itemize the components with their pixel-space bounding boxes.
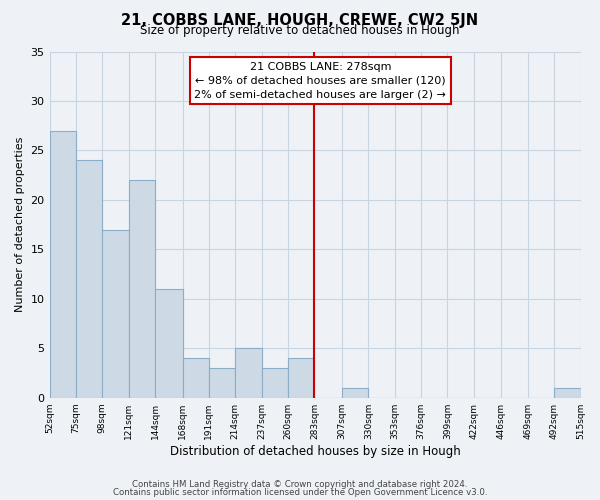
Bar [50,130,76,398]
Text: Contains HM Land Registry data © Crown copyright and database right 2024.: Contains HM Land Registry data © Crown c… [132,480,468,489]
Text: Size of property relative to detached houses in Hough: Size of property relative to detached ho… [140,24,460,37]
Bar [182,358,209,398]
Bar [102,230,128,398]
X-axis label: Distribution of detached houses by size in Hough: Distribution of detached houses by size … [170,444,460,458]
Bar [209,368,235,398]
Bar [235,348,262,398]
Bar [262,368,288,398]
Y-axis label: Number of detached properties: Number of detached properties [15,137,25,312]
Bar [128,180,155,398]
Bar [342,388,368,398]
Bar [288,358,314,398]
Text: 21 COBBS LANE: 278sqm
← 98% of detached houses are smaller (120)
2% of semi-deta: 21 COBBS LANE: 278sqm ← 98% of detached … [194,62,446,100]
Text: 21, COBBS LANE, HOUGH, CREWE, CW2 5JN: 21, COBBS LANE, HOUGH, CREWE, CW2 5JN [121,12,479,28]
Bar [76,160,102,398]
Bar [155,289,182,398]
Bar [554,388,581,398]
Text: Contains public sector information licensed under the Open Government Licence v3: Contains public sector information licen… [113,488,487,497]
